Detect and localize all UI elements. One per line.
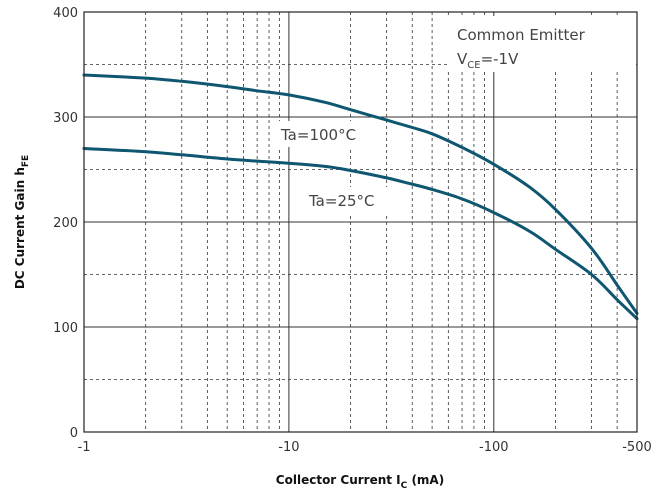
x-tick-label: -500 [622, 440, 652, 455]
y-tick-labels: 0 100 200 300 400 [53, 6, 78, 441]
series-label-ta100: Ta=100°C [280, 126, 356, 144]
series-line-ta100 [82, 73, 639, 315]
annotation-line1: Common Emitter [457, 26, 586, 44]
curves [82, 73, 639, 321]
x-tick-label: -10 [278, 440, 299, 455]
y-tick-label: 100 [53, 321, 78, 336]
series-line-ta25 [82, 147, 639, 321]
series-label-ta25: Ta=25°C [308, 192, 375, 210]
y-axis-title: DC Current Gain hFE [13, 155, 31, 289]
x-tick-label: -100 [479, 440, 509, 455]
x-tick-label: -1 [78, 440, 91, 455]
x-tick-labels: -1 -10 -100 -500 [78, 440, 652, 455]
y-tick-label: 300 [53, 111, 78, 126]
y-tick-label: 0 [70, 426, 78, 441]
y-tick-label: 200 [53, 216, 78, 231]
grid [84, 12, 637, 432]
series-label-bg-25 [304, 187, 390, 213]
y-tick-label: 400 [53, 6, 78, 21]
x-axis-title: Collector Current IC (mA) [276, 473, 444, 491]
plot-frame [83, 11, 638, 433]
annotation-line2: VCE=-1V [457, 50, 519, 71]
annotation-box [447, 16, 634, 72]
series-label-bg-100 [276, 121, 370, 147]
